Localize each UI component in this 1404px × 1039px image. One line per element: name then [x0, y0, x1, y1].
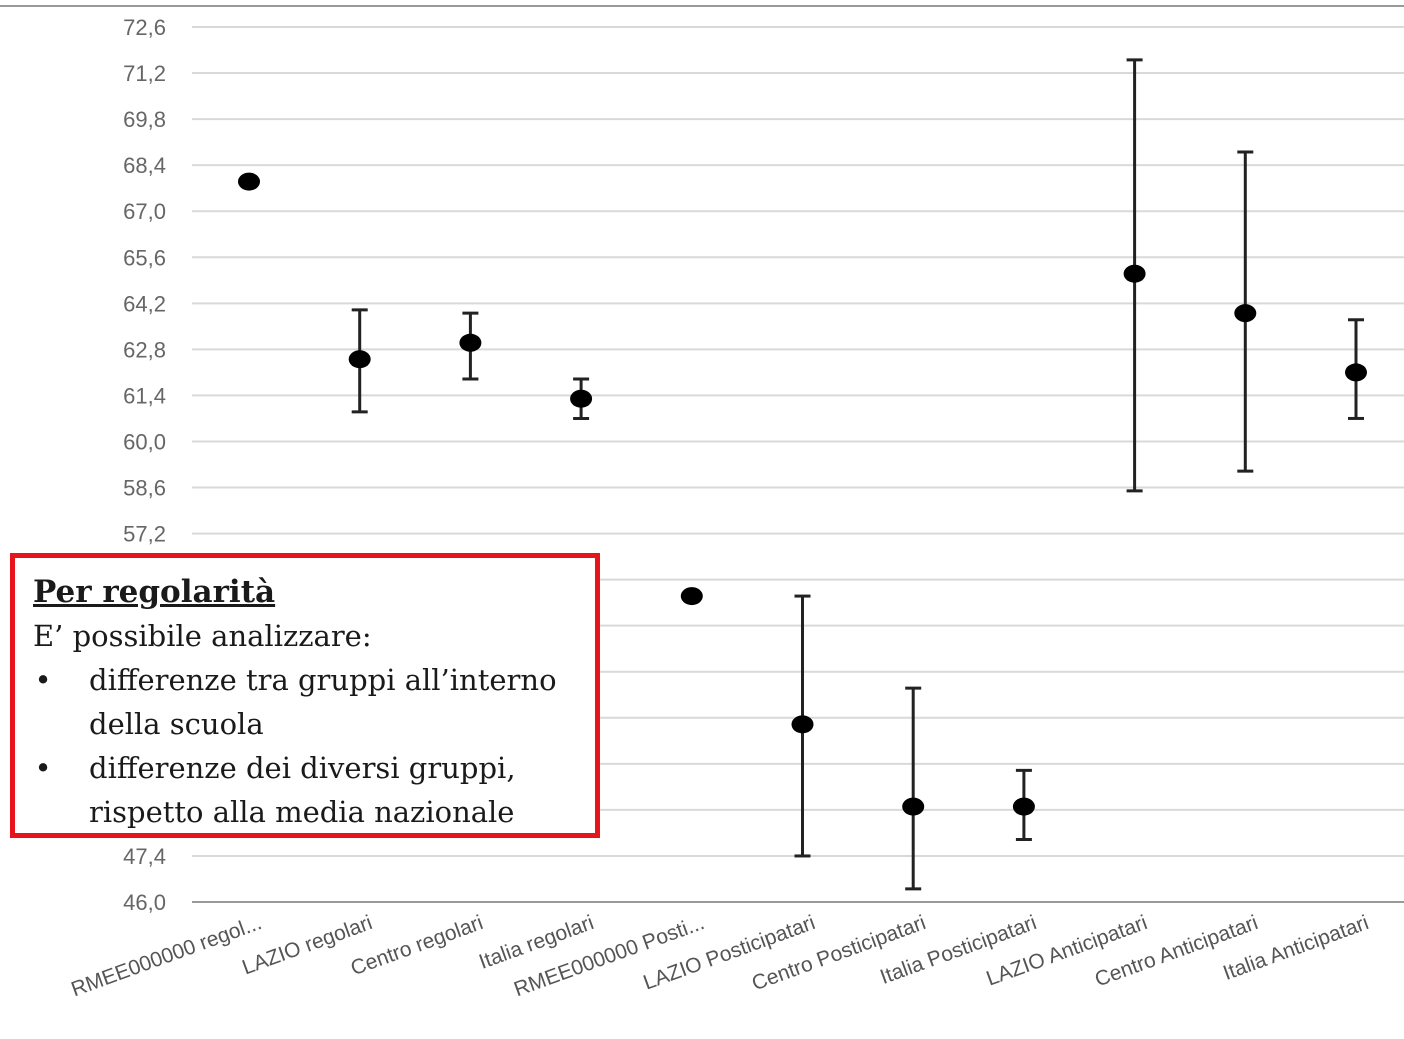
- annotation-bullet-text: differenze dei diversi gruppi, rispetto …: [89, 751, 516, 829]
- x-tick-label: RMEE000000 regol...: [68, 911, 265, 1001]
- y-tick-label: 60,0: [123, 429, 166, 454]
- annotation-bullet-list: • differenze tra gruppi all’interno della…: [33, 658, 577, 834]
- data-point: [1345, 363, 1367, 382]
- y-tick-label: 65,6: [123, 245, 166, 270]
- y-tick-label: 64,2: [123, 291, 166, 316]
- data-point: [238, 172, 260, 191]
- x-tick-labels: RMEE000000 regol...LAZIO regolariCentro …: [68, 911, 1372, 1001]
- y-tick-label: 67,0: [123, 199, 166, 224]
- annotation-intro: E’ possibile analizzare:: [33, 619, 372, 653]
- bullet-icon: •: [34, 751, 52, 785]
- data-point: [459, 333, 482, 352]
- annotation-bullet: • differenze dei diversi gruppi, rispetto…: [33, 746, 577, 834]
- y-tick-label: 71,2: [123, 61, 166, 86]
- data-point: [348, 350, 371, 369]
- annotation-bullet-text: differenze tra gruppi all’interno della …: [89, 663, 557, 741]
- y-tick-label: 72,6: [123, 15, 166, 40]
- y-tick-label: 68,4: [123, 153, 166, 178]
- data-point: [1123, 264, 1146, 283]
- annotation-bullet: • differenze tra gruppi all’interno della…: [33, 658, 577, 746]
- y-tick-label: 46,0: [123, 890, 166, 915]
- x-tick-label: RMEE000000 Posti...: [511, 911, 708, 1001]
- annotation-title: Per regolarità: [33, 574, 276, 610]
- y-tick-label: 61,4: [123, 383, 166, 408]
- annotation-box: Per regolarità E’ possibile analizzare: …: [10, 553, 600, 838]
- y-tick-label: 69,8: [123, 107, 166, 132]
- data-point: [902, 797, 925, 816]
- data-point: [570, 389, 593, 408]
- y-tick-label: 58,6: [123, 476, 166, 501]
- y-tick-label: 62,8: [123, 337, 166, 362]
- data-points: [238, 172, 1367, 816]
- data-point: [1012, 797, 1035, 816]
- data-point: [1234, 304, 1257, 323]
- data-point: [680, 587, 703, 606]
- y-tick-label: 57,2: [123, 522, 166, 547]
- data-point: [791, 715, 814, 734]
- bullet-icon: •: [34, 663, 52, 697]
- y-tick-label: 47,4: [123, 844, 166, 869]
